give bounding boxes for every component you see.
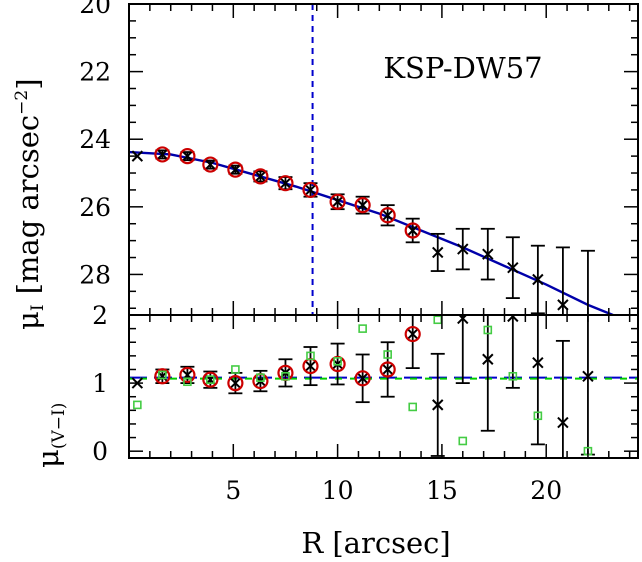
bottom-cross-marker bbox=[304, 360, 317, 372]
top-cross-marker bbox=[406, 224, 419, 237]
surface-brightness-panel: 20 22 24 26 28 KSP-DW57 μI [mag arcsec−2] bbox=[11, 0, 639, 330]
sersic-fit-curve bbox=[129, 150, 614, 315]
top-circle-marker bbox=[404, 222, 421, 239]
top-cross-marker bbox=[131, 150, 144, 162]
top-y-tick-label: 20 bbox=[79, 0, 111, 19]
color-data bbox=[129, 315, 638, 458]
bottom-circle-marker bbox=[404, 325, 421, 343]
bottom-square-marker bbox=[183, 377, 192, 387]
top-circle-marker bbox=[379, 207, 396, 224]
top-y-axis-subscript: I bbox=[28, 304, 48, 311]
top-cross-marker bbox=[331, 196, 344, 208]
top-cross-marker bbox=[557, 299, 569, 311]
top-circle-marker bbox=[302, 181, 319, 199]
bottom-cross-marker bbox=[356, 372, 369, 385]
top-cross-marker bbox=[432, 246, 444, 259]
top-panel-ticks: 20 22 24 26 28 bbox=[79, 0, 638, 309]
bottom-square-marker bbox=[483, 325, 493, 335]
bottom-cross-marker bbox=[381, 363, 394, 376]
top-circle-marker bbox=[277, 175, 294, 192]
x-tick-label: 15 bbox=[426, 476, 458, 505]
bottom-panel-ticks: 0 1 2 bbox=[92, 301, 638, 466]
bottom-cross-marker bbox=[432, 399, 444, 411]
top-cross-marker bbox=[204, 158, 217, 171]
bottom-square-marker bbox=[206, 375, 215, 384]
bottom-square-marker bbox=[383, 350, 392, 359]
top-circle-marker bbox=[154, 146, 171, 163]
bottom-y-axis-subscript: (V−I) bbox=[49, 403, 69, 450]
bottom-cross-marker bbox=[557, 416, 569, 429]
x-axis-title: R [arcsec] bbox=[301, 526, 450, 560]
x-tick-label: 20 bbox=[530, 476, 562, 505]
bottom-y-axis-title: μ(V−I) bbox=[31, 403, 69, 468]
bottom-square-marker bbox=[458, 436, 468, 446]
bottom-circle-marker bbox=[379, 361, 396, 378]
top-circle-marker bbox=[227, 161, 244, 178]
top-cross-marker bbox=[457, 243, 469, 255]
bottom-y-tick-label: 2 bbox=[92, 301, 108, 330]
bottom-cross-marker bbox=[229, 377, 242, 389]
bottom-square-marker bbox=[358, 324, 367, 333]
top-circle-marker bbox=[252, 168, 269, 185]
bottom-square-marker bbox=[256, 373, 265, 382]
bottom-cross-marker bbox=[507, 315, 519, 323]
bottom-circle-marker bbox=[154, 368, 171, 385]
bottom-square-marker bbox=[508, 371, 518, 381]
top-y-tick-label: 26 bbox=[79, 193, 111, 222]
top-y-axis-units: [mag arcsec bbox=[11, 115, 45, 295]
bottom-square-marker bbox=[408, 402, 418, 412]
bottom-square-marker bbox=[433, 315, 443, 325]
chart-title: KSP-DW57 bbox=[383, 51, 542, 85]
top-cross-marker bbox=[304, 184, 317, 196]
bottom-circle-marker bbox=[179, 366, 196, 384]
bottom-square-marker bbox=[133, 400, 142, 410]
bottom-square-marker bbox=[533, 411, 543, 421]
bottom-square-marker bbox=[281, 371, 290, 381]
bottom-circle-marker bbox=[227, 374, 244, 392]
top-circle-marker bbox=[354, 197, 371, 214]
top-cross-marker bbox=[254, 170, 267, 183]
bottom-cross-marker bbox=[406, 328, 419, 340]
bottom-y-axis-symbol: μ bbox=[31, 449, 65, 468]
bottom-circle-marker bbox=[202, 371, 219, 388]
surface-brightness-data bbox=[129, 4, 614, 315]
bottom-cross-marker bbox=[582, 370, 594, 382]
top-cross-marker bbox=[156, 148, 169, 161]
top-cross-marker bbox=[181, 150, 194, 162]
bottom-square-marker bbox=[158, 370, 167, 380]
top-y-tick-label: 22 bbox=[79, 58, 111, 87]
top-y-axis-symbol: μ bbox=[11, 311, 45, 330]
top-cross-marker bbox=[381, 209, 394, 221]
bottom-square-marker bbox=[306, 351, 315, 361]
x-axis-ticks: 5 10 15 20 bbox=[149, 4, 631, 505]
top-circle-marker bbox=[329, 193, 346, 210]
top-y-tick-label: 24 bbox=[79, 125, 111, 154]
top-cross-marker bbox=[279, 177, 292, 189]
top-circle-marker bbox=[202, 156, 219, 173]
x-tick-label: 5 bbox=[225, 476, 241, 505]
top-cross-marker bbox=[482, 248, 494, 260]
top-y-axis-close: ] bbox=[11, 78, 45, 89]
bottom-square-marker bbox=[231, 365, 240, 374]
bottom-square-marker bbox=[333, 357, 342, 366]
top-y-axis-exponent: −2 bbox=[12, 90, 32, 115]
top-cross-marker bbox=[507, 261, 519, 274]
x-tick-label: 10 bbox=[322, 476, 354, 505]
bottom-circle-marker bbox=[354, 370, 371, 387]
top-cross-marker bbox=[356, 199, 369, 211]
top-cross-marker bbox=[229, 163, 242, 176]
bottom-cross-marker bbox=[482, 353, 494, 365]
top-y-axis-title: μI [mag arcsec−2] bbox=[11, 78, 48, 330]
bottom-panel-frame bbox=[128, 314, 639, 459]
color-panel: 0 1 2 μ(V−I) bbox=[31, 301, 639, 468]
bottom-y-tick-label: 0 bbox=[92, 437, 108, 466]
top-circle-marker bbox=[179, 148, 196, 165]
top-y-tick-label: 28 bbox=[79, 260, 111, 289]
bottom-y-tick-label: 1 bbox=[92, 369, 108, 398]
top-cross-marker bbox=[532, 273, 544, 286]
bottom-cross-marker bbox=[532, 356, 544, 369]
